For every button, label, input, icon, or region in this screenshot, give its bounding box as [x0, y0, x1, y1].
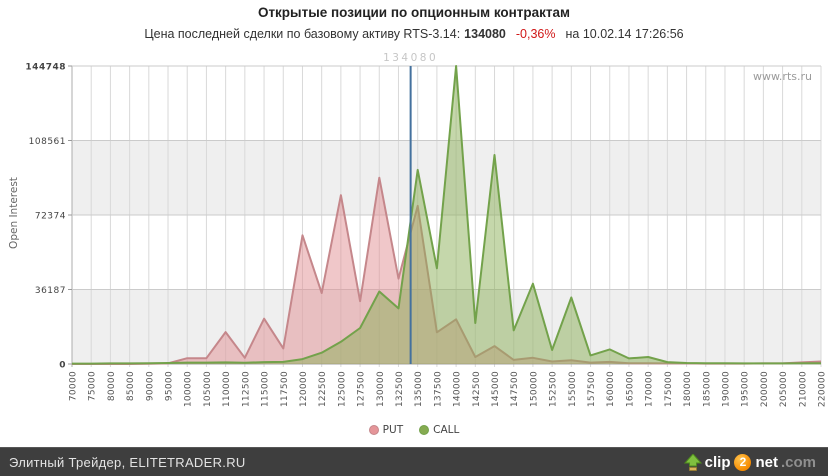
- legend-label-put: PUT: [382, 424, 404, 436]
- last-price: 134080: [464, 27, 506, 41]
- x-tick-label: 115000: [261, 371, 271, 407]
- x-tick-label: 75000: [88, 371, 98, 401]
- call-line: [72, 65, 821, 365]
- price-change: -0,36%: [515, 27, 556, 41]
- x-tick-label: 180000: [683, 371, 693, 407]
- x-tick-label: 135000: [414, 371, 424, 407]
- x-tick-label: 152500: [549, 371, 559, 407]
- call-area: [72, 66, 821, 364]
- x-tick-label: 195000: [741, 371, 751, 407]
- subtitle-prefix: Цена последней сделки по базовому активу…: [144, 27, 461, 41]
- page-title: Открытые позиции по опционным контрактам: [257, 5, 571, 20]
- x-tick-label: 170000: [645, 371, 655, 407]
- x-tick-label: 80000: [107, 371, 117, 401]
- x-tick-label: 127500: [357, 371, 367, 407]
- upload-arrow-icon: [683, 453, 702, 471]
- last-price-marker-label: 134080: [383, 52, 438, 64]
- x-tick-label: 200000: [760, 371, 770, 407]
- legend-item-call: CALL: [419, 424, 459, 436]
- x-tick-label: 140000: [453, 371, 463, 407]
- x-tick-label: 185000: [702, 371, 712, 407]
- y-axis-title: Open Interest: [8, 177, 20, 249]
- footer-credit: Элитный Трейдер, ELITETRADER.RU: [9, 454, 246, 470]
- clip2net-logo: clip 2 net .com: [683, 453, 828, 471]
- x-tick-label: 142500: [472, 371, 482, 407]
- x-tick-label: 112500: [241, 371, 251, 407]
- y-tick-label: 0: [59, 361, 66, 371]
- x-tick-label: 122500: [318, 371, 328, 407]
- x-tick-label: 70000: [69, 371, 79, 401]
- rts-watermark: www.rts.ru: [752, 70, 812, 83]
- legend-dot-call: [419, 425, 430, 435]
- x-tick-label: 85000: [126, 371, 136, 401]
- x-tick-label: 110000: [222, 371, 232, 407]
- x-tick-label: 165000: [625, 371, 635, 407]
- y-tick-label: 144748: [25, 63, 66, 73]
- x-tick-label: 90000: [145, 371, 155, 401]
- x-tick-label: 105000: [203, 371, 213, 407]
- x-tick-label: 150000: [529, 371, 539, 407]
- x-tick-label: 145000: [491, 371, 501, 407]
- x-tick-label: 147500: [510, 371, 520, 407]
- footer-bar: Элитный Трейдер, ELITETRADER.RU clip 2 net…: [0, 447, 828, 476]
- legend-label-call: CALL: [433, 424, 460, 436]
- legend-item-put: PUT: [368, 424, 404, 436]
- plot-band: [72, 66, 821, 141]
- x-tick-label: 155000: [568, 371, 578, 407]
- x-tick-label: 157500: [587, 371, 597, 407]
- chart-legend: PUT CALL: [0, 424, 828, 436]
- x-tick-label: 100000: [184, 371, 194, 407]
- quote-timestamp: на 10.02.14 17:26:56: [565, 27, 684, 41]
- x-tick-label: 220000: [818, 371, 828, 407]
- x-tick-label: 210000: [798, 371, 808, 407]
- y-tick-label: 36187: [35, 286, 66, 296]
- logo-net: net: [755, 453, 778, 471]
- logo-two: 2: [734, 453, 752, 471]
- x-tick-label: 125000: [337, 371, 347, 407]
- logo-com: .com: [780, 453, 816, 471]
- x-tick-label: 117500: [280, 371, 290, 407]
- y-tick-label: 108561: [29, 137, 66, 147]
- x-tick-label: 120000: [299, 371, 309, 407]
- logo-clip: clip: [704, 453, 731, 471]
- x-tick-label: 95000: [165, 371, 175, 401]
- x-tick-label: 130000: [376, 371, 386, 407]
- x-tick-label: 160000: [606, 371, 616, 407]
- subtitle: Цена последней сделки по базовому активу…: [0, 27, 828, 41]
- legend-dot-put: [368, 425, 379, 435]
- y-tick-label: 72374: [35, 212, 66, 222]
- x-tick-label: 190000: [721, 371, 731, 407]
- x-tick-label: 132500: [395, 371, 405, 407]
- open-interest-chart: 0 36187 72374 108561 144748 70000 75000 80000 85…: [25, 52, 828, 407]
- x-tick-label: 137500: [433, 371, 443, 407]
- x-tick-label: 205000: [779, 371, 789, 407]
- x-tick-label: 175000: [664, 371, 674, 407]
